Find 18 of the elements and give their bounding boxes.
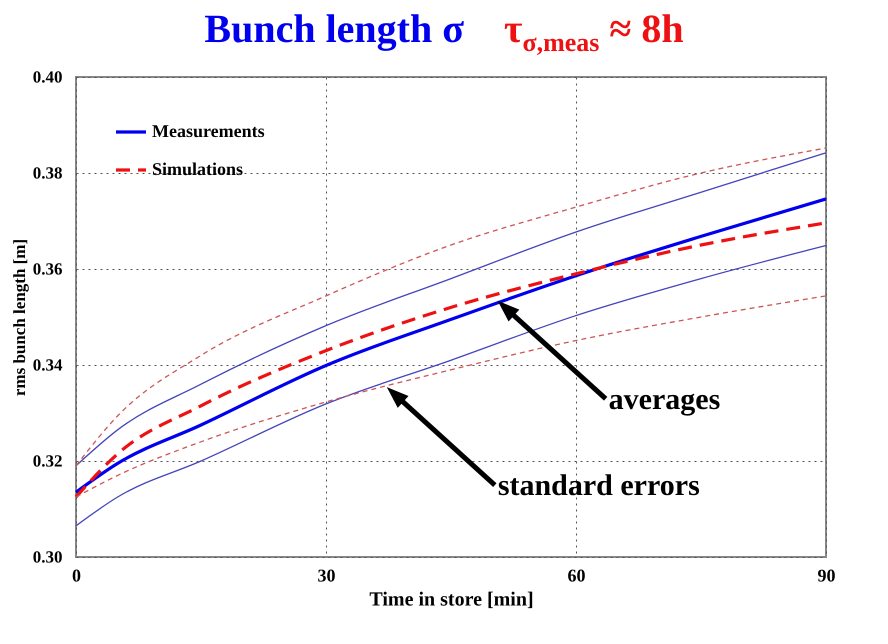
x-axis-title: Time in store [min]	[369, 588, 534, 610]
x-tick-label: 90	[818, 566, 836, 586]
legend-label: Measurements	[152, 121, 265, 141]
x-tick-label: 30	[318, 566, 336, 586]
y-axis-title: rms bunch length [m]	[10, 238, 29, 396]
x-tick-label: 0	[72, 566, 81, 586]
annotation: averages	[608, 382, 720, 416]
y-tick-label: 0.32	[32, 452, 62, 470]
y-tick-label: 0.40	[32, 68, 62, 86]
x-tick-label: 60	[568, 566, 586, 586]
y-tick-label: 0.38	[32, 164, 62, 182]
legend-label: Simulations	[152, 159, 244, 179]
chart-title: Bunch length σ	[204, 6, 464, 51]
annotation: standard errors	[498, 469, 700, 502]
y-tick-label: 0.34	[32, 356, 63, 374]
chart-subtitle: τ$_{σ,meas}$ ≈ 8h	[504, 6, 684, 57]
y-tick-label: 0.36	[32, 260, 62, 278]
y-tick-label: 0.30	[32, 548, 62, 566]
